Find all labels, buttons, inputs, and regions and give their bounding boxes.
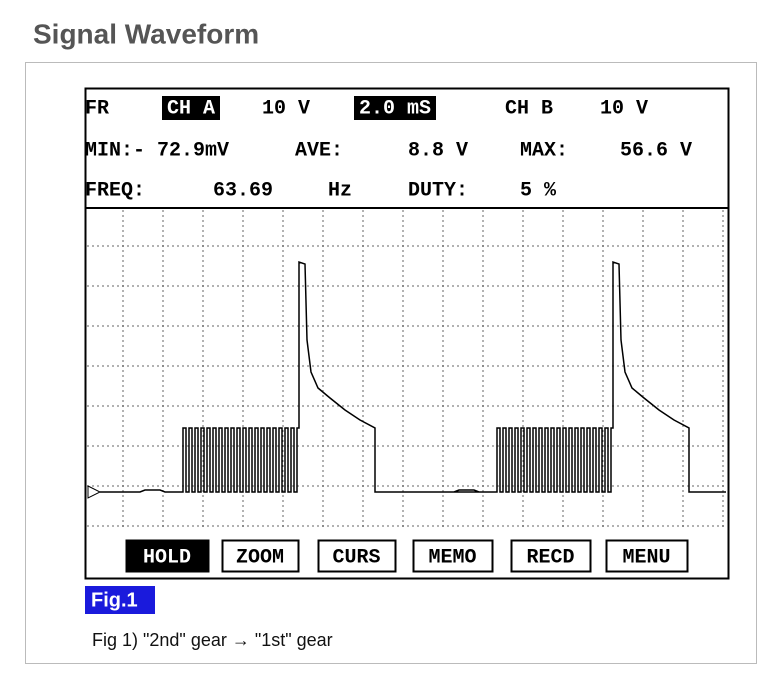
selected-setting: 2.0 mS [359, 97, 431, 120]
screen-label: 10 V [262, 97, 310, 120]
screen-label: DUTY: [408, 179, 468, 202]
button[interactable]: ZOOM [221, 539, 300, 573]
screen-label: FR [85, 97, 109, 120]
button[interactable]: MEMO [412, 539, 494, 573]
button[interactable]: CURS [317, 539, 397, 573]
figure-label-box [85, 586, 155, 614]
button-label[interactable]: MENU [622, 546, 670, 569]
button-frame[interactable] [605, 539, 689, 573]
trigger-marker [87, 485, 102, 499]
highlight [162, 96, 220, 120]
grid [87, 210, 726, 530]
screen-text: FR CH A 10 V 2.0 mS CH B 10 V MIN:- 72.9mV AVE:… [85, 96, 692, 202]
screen-label: 5 % [520, 179, 557, 202]
figure-label: Fig.1 [91, 589, 138, 611]
waveform [100, 260, 726, 493]
button-frame[interactable] [221, 539, 300, 573]
screen-label: 63.69 [213, 179, 273, 202]
button-frame[interactable] [317, 539, 397, 573]
screen-label: CH B [505, 97, 553, 120]
button-frame[interactable] [125, 539, 210, 573]
frame [25, 62, 757, 664]
screen-label: FREQ: [85, 179, 145, 202]
screen-label: MIN:- 72.9mV [85, 139, 229, 162]
button[interactable]: RECD [510, 539, 592, 573]
button-label[interactable]: RECD [526, 546, 574, 569]
screen-label: AVE: [295, 139, 343, 162]
button-label[interactable]: CURS [332, 546, 380, 569]
screen-label: Hz [328, 179, 352, 202]
screen-label: 56.6 V [620, 139, 692, 162]
highlight [354, 96, 436, 120]
screen-label: 10 V [600, 97, 648, 120]
selected-setting: CH A [167, 97, 215, 120]
screen-label: 8.8 V [408, 139, 468, 162]
page-title: Signal Waveform [33, 18, 259, 49]
caption: Fig 1) "2nd" gear → "1st" gear [92, 630, 333, 650]
button[interactable]: HOLD [125, 539, 210, 573]
button-frame[interactable] [510, 539, 592, 573]
button-label[interactable]: ZOOM [236, 546, 284, 569]
screen-label: MAX: [520, 139, 568, 162]
button[interactable]: MENU [605, 539, 689, 573]
button-label[interactable]: MEMO [428, 546, 476, 569]
button-frame[interactable] [412, 539, 494, 573]
button-label[interactable]: HOLD [143, 546, 191, 569]
